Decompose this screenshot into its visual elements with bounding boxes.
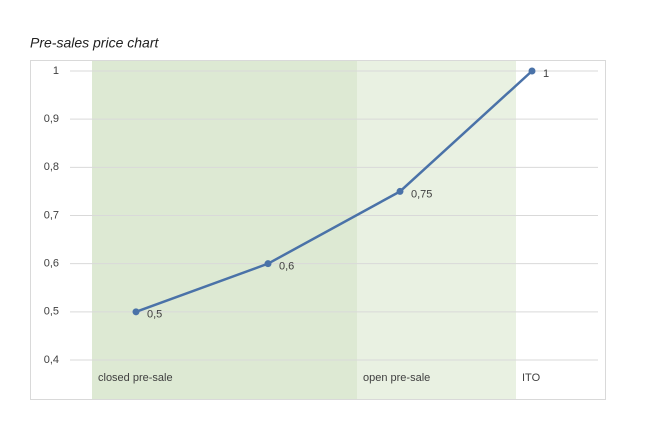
line <box>135 70 533 314</box>
region-label: ITO <box>522 372 541 384</box>
y-tick-label: 1 <box>53 65 59 77</box>
region-label: open pre-sale <box>363 372 430 384</box>
y-tick-label: 0,5 <box>44 306 59 318</box>
region-band <box>357 61 516 399</box>
y-tick-label: 0,8 <box>44 161 59 173</box>
region-band <box>92 61 357 399</box>
point <box>264 260 272 268</box>
data-label: 0,75 <box>411 188 432 200</box>
region-label: closed pre-sale <box>98 372 173 384</box>
point <box>132 308 140 316</box>
grid: 0,4 0,5 0,6 0,7 0,8 0,9 1 <box>44 65 598 366</box>
data-label: 0,5 <box>147 309 162 321</box>
chart-title: Pre-sales price chart <box>30 35 159 51</box>
y-tick-label: 0,9 <box>44 113 59 125</box>
y-tick-label: 0,6 <box>44 258 59 270</box>
y-tick-label: 0,7 <box>44 209 59 221</box>
data-label: 0,6 <box>279 261 294 273</box>
chart-frame <box>30 60 606 400</box>
regions: closed pre-sale open pre-sale ITO <box>92 61 541 399</box>
point <box>396 187 404 195</box>
y-tick-label: 0,4 <box>44 354 59 366</box>
plot: 0,5 0,6 0,75 1 <box>132 67 549 321</box>
point <box>528 67 536 75</box>
data-label: 1 <box>543 68 549 80</box>
